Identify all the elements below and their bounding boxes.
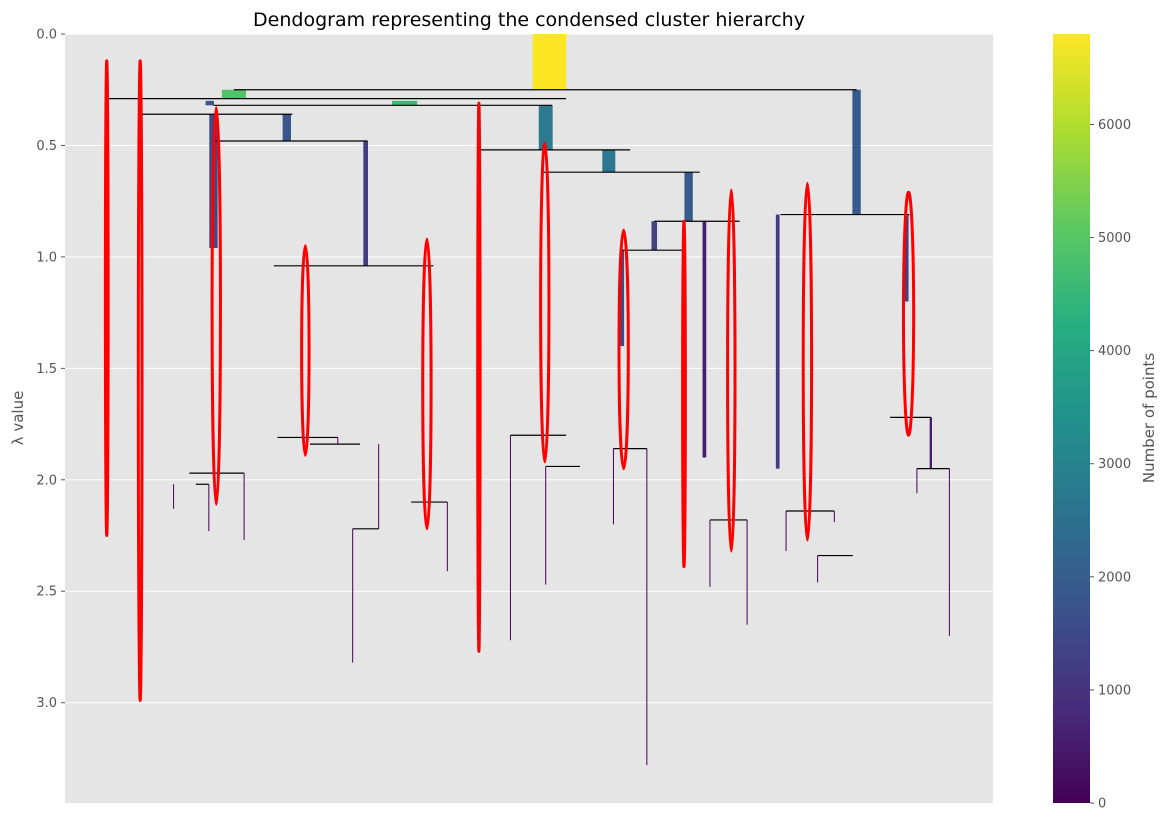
y-axis-ticks: 0.0 0.5 1.0 1.5 2.0 2.5 3.0 <box>36 28 65 711</box>
selected-cluster-ellipse <box>901 190 916 437</box>
selected-cluster-ellipse <box>726 188 737 553</box>
cluster-branch <box>619 250 625 347</box>
selected-cluster-ellipse <box>617 228 630 471</box>
leaf-lines <box>173 435 950 766</box>
selected-cluster-ellipse <box>421 237 433 531</box>
selected-cluster-ellipse <box>210 106 222 506</box>
cluster-branch <box>205 100 214 106</box>
y-axis-label: λ value <box>9 391 27 446</box>
selected-cluster-ellipse <box>681 219 687 569</box>
cluster-branch <box>702 221 707 458</box>
selected-cluster-ellipses <box>103 59 916 702</box>
y-tick-label: 3.0 <box>36 696 57 711</box>
selected-cluster-ellipse <box>103 59 110 538</box>
cluster-branch <box>684 172 693 222</box>
selected-cluster-ellipse <box>539 141 551 464</box>
selected-cluster-ellipse <box>300 244 311 457</box>
colorbar-tick-label: 5000 <box>1098 231 1131 246</box>
colorbar-tick-label: 3000 <box>1098 457 1131 472</box>
colorbar-ticks: 0 1000 2000 3000 4000 5000 6000 <box>1090 118 1131 812</box>
y-tick-label: 0.5 <box>36 139 57 154</box>
cluster-branch <box>532 34 567 90</box>
colorbar <box>1053 34 1090 803</box>
cluster-branch <box>602 149 616 173</box>
y-tick-label: 2.0 <box>36 473 57 488</box>
colorbar-tick-label: 2000 <box>1098 570 1131 585</box>
cluster-branch <box>538 105 553 150</box>
selected-cluster-ellipse <box>476 101 482 653</box>
cluster-branch <box>775 214 780 469</box>
colorbar-tick-label: 6000 <box>1098 118 1131 133</box>
colorbar-tick-label: 0 <box>1098 797 1106 812</box>
selected-cluster-ellipse <box>136 59 144 702</box>
colorbar-tick-label: 1000 <box>1098 683 1131 698</box>
chart-title: Dendogram representing the condensed clu… <box>253 9 805 31</box>
y-tick-label: 1.5 <box>36 362 57 377</box>
selected-cluster-ellipse <box>801 181 814 542</box>
colorbar-tick-label: 4000 <box>1098 344 1131 359</box>
cluster-branch <box>651 221 658 251</box>
y-tick-label: 1.0 <box>36 250 57 265</box>
cluster-branch <box>282 114 291 141</box>
colorbar-label: Number of points <box>1140 353 1158 484</box>
cluster-branch <box>929 417 932 469</box>
cluster-branch <box>221 89 246 99</box>
cluster-branch <box>904 214 909 302</box>
y-tick-label: 0.0 <box>36 28 57 43</box>
cluster-branch <box>363 140 368 266</box>
y-tick-label: 2.5 <box>36 585 57 600</box>
cluster-branch <box>392 100 418 106</box>
cluster-branch <box>852 89 861 215</box>
